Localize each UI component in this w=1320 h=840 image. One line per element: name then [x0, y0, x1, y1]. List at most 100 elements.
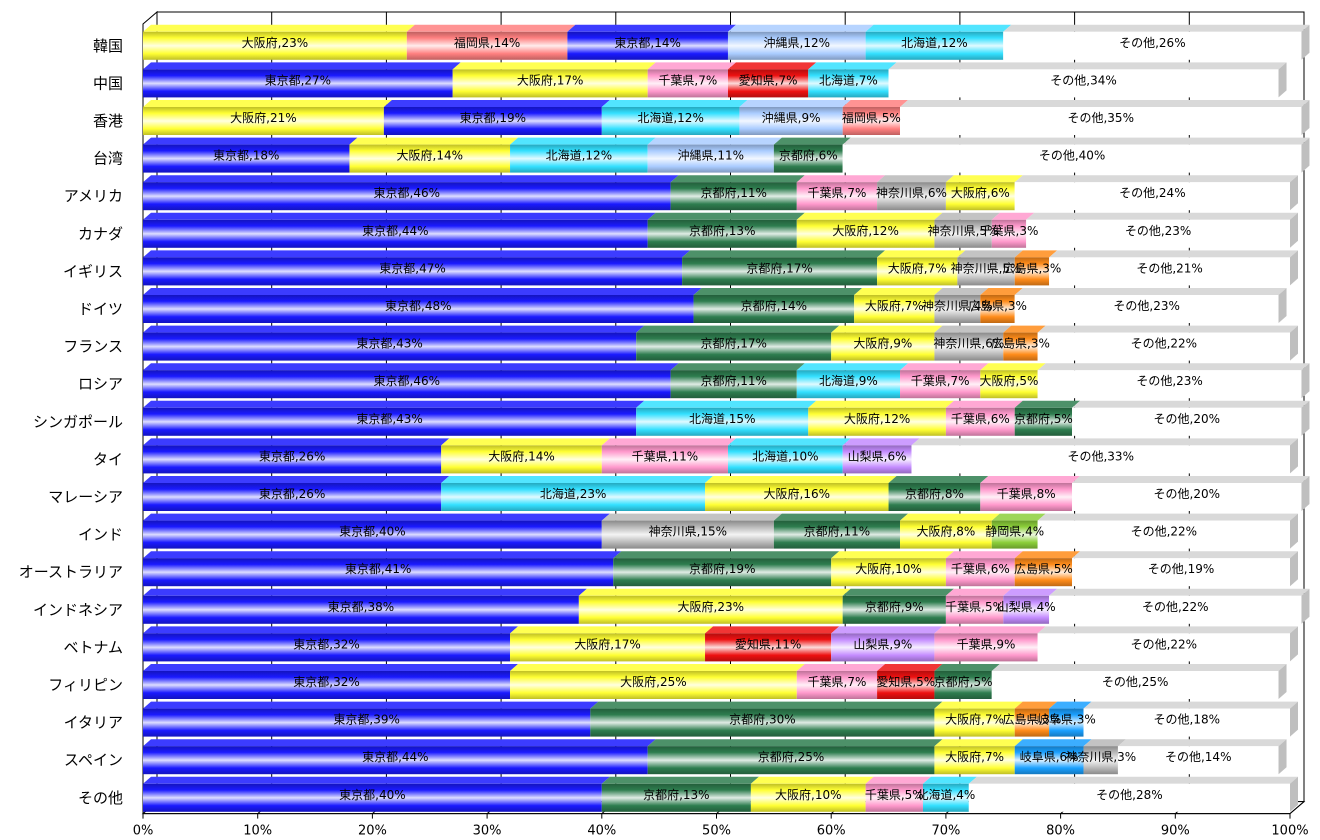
bar-segment [143, 31, 407, 60]
category-label: イタリア [64, 714, 123, 732]
bar-segment-top [750, 776, 874, 784]
bar-segment [578, 595, 843, 624]
bar-segment [636, 407, 809, 436]
bar-segment [1014, 295, 1279, 323]
bar-segment-top [510, 664, 805, 671]
segment-data-label: 東京都,43% [356, 412, 423, 426]
bar-end-cap [1278, 739, 1287, 775]
bar-segment-top [647, 137, 782, 145]
bar-end-cap [1290, 212, 1298, 248]
bar-row [143, 664, 1287, 699]
bar-segment [831, 332, 935, 361]
bar-end-cap [1290, 551, 1298, 587]
segment-data-label: 千葉県,11% [632, 449, 699, 463]
bar-end-cap [1290, 438, 1298, 474]
bar-segment [842, 595, 946, 624]
segment-data-label: 静岡県,4% [985, 525, 1044, 539]
x-tick-label: 60% [817, 824, 846, 839]
bar-segment-top [922, 776, 977, 784]
segment-data-label: その他,20% [1154, 412, 1221, 426]
category-label: スペイン [64, 751, 123, 769]
segment-data-label: 千葉県,9% [957, 637, 1016, 651]
bar-segment [143, 633, 511, 662]
bar-segment [980, 295, 1015, 323]
bar-end-cap [1290, 175, 1298, 211]
segment-data-label: その他,24% [1119, 186, 1186, 200]
bar-row [143, 588, 1310, 624]
bar-segment-top [143, 325, 645, 333]
x-tick-label: 10% [243, 824, 272, 839]
segment-data-label: 千葉県,7% [658, 73, 717, 87]
bar-segment [842, 144, 1302, 173]
bar-segment [705, 633, 832, 662]
bar-row [143, 551, 1298, 587]
bar-segment-top [705, 476, 897, 483]
bar-end-cap [1290, 626, 1298, 662]
segment-data-label: 東京都,18% [213, 149, 280, 163]
bar-segment-top [831, 626, 943, 634]
bar-segment [877, 257, 958, 286]
segment-data-label: 愛知県,11% [735, 637, 802, 651]
segment-data-label: 京都府,13% [643, 787, 710, 802]
bar-segment [1083, 708, 1290, 737]
bar-segment-top [143, 137, 358, 145]
segment-data-label: 神奈川県,15% [649, 525, 728, 539]
bar-segment-top [808, 400, 954, 408]
bar-segment-top [143, 513, 610, 521]
bar-segment [842, 107, 901, 135]
bar-segment [945, 595, 1004, 624]
bar-segment [796, 370, 901, 399]
bar-segment-top [945, 175, 1023, 183]
bar-segment-top [143, 664, 519, 671]
segment-data-label: 京都府,14% [741, 298, 808, 313]
segment-data-label: 東京都,38% [328, 600, 395, 614]
bar-segment-top [808, 62, 897, 70]
bar-segment [693, 295, 855, 323]
bar-segment-top [877, 664, 943, 671]
bar-segment [808, 69, 889, 98]
bar-row [143, 776, 1298, 812]
bar-segment-top [865, 24, 1012, 32]
bar-segment [957, 257, 1015, 286]
bar-segment-top [842, 588, 954, 596]
bar-segment-top [613, 551, 840, 559]
bar-segment-top [865, 776, 931, 784]
bar-segment-top [945, 400, 1023, 408]
segment-data-label: その他,19% [1148, 562, 1215, 576]
bar-segment-top [945, 551, 1023, 559]
segment-data-label: その他,22% [1142, 600, 1209, 614]
bar-segment-top [945, 588, 1012, 596]
bar-end-cap [1290, 513, 1298, 549]
bar-segment-top [796, 664, 886, 671]
x-tick-label: 50% [702, 824, 731, 839]
bar-segment-top [888, 62, 1287, 70]
segment-data-label: 広島県,5% [1014, 561, 1073, 576]
bar-segment [601, 107, 740, 135]
bar-segment [406, 31, 568, 60]
segment-data-label: 東京都,44% [362, 750, 429, 764]
segment-data-label: 沖縄県,9% [762, 110, 821, 125]
bar-segment [143, 671, 511, 699]
category-label: マレーシア [48, 488, 123, 506]
bar-segment [1026, 219, 1290, 248]
bar-segment-top [1014, 701, 1058, 709]
bar-segment-top [510, 626, 714, 634]
category-label: 香港 [93, 112, 123, 130]
segment-data-label: 大阪府,8% [916, 524, 975, 539]
segment-data-label: その他,20% [1154, 487, 1221, 501]
bar-segment [1049, 595, 1302, 624]
bar-segment-top [991, 664, 1287, 671]
bar-segment-top [670, 363, 805, 371]
category-label: フランス [63, 338, 123, 356]
x-tick-label: 20% [358, 824, 387, 839]
bar-segment [601, 445, 728, 474]
bar-segment [980, 370, 1038, 399]
bar-segment-top [1003, 325, 1046, 333]
bar-segment [991, 671, 1279, 699]
bar-segment [1049, 708, 1084, 737]
bar-segment-top [796, 212, 943, 220]
bar-segment [1037, 633, 1290, 662]
bar-row [143, 438, 1298, 474]
bar-segment-top [1014, 288, 1287, 295]
